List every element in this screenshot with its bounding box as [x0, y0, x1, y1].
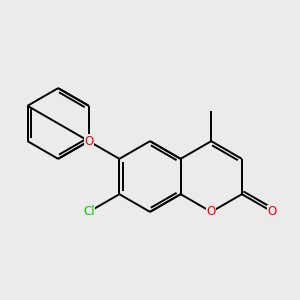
Text: O: O: [268, 206, 277, 218]
Text: Cl: Cl: [83, 206, 94, 218]
Text: O: O: [84, 135, 93, 148]
Text: O: O: [207, 206, 216, 218]
